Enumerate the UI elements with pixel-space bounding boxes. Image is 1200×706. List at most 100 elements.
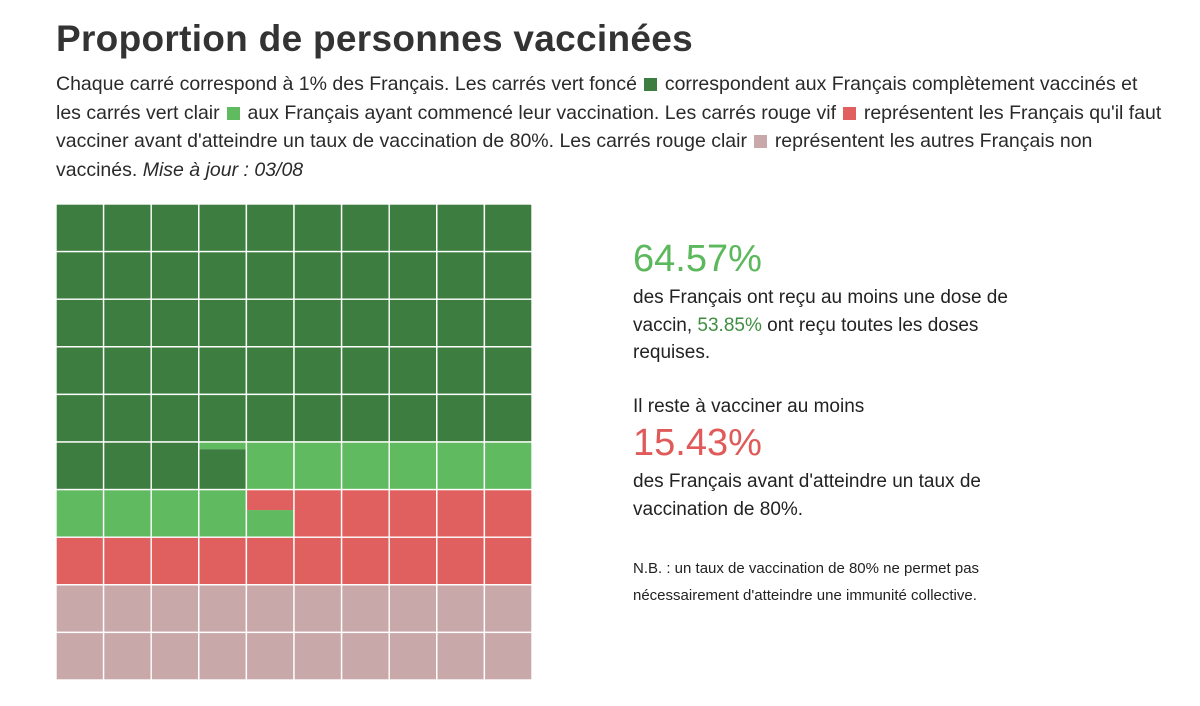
- waffle-cell: [340, 488, 390, 538]
- chart-description: Chaque carré correspond à 1% des Françai…: [56, 70, 1166, 184]
- other-unvaccinated-fill: [151, 632, 199, 680]
- waffle-cell: [150, 488, 200, 538]
- waffle-cell: [56, 631, 105, 680]
- other-unvaccinated-fill: [436, 632, 485, 680]
- waffle-cell: [150, 536, 200, 586]
- light-green-swatch: [227, 106, 241, 120]
- fully-vaccinated-fill: [246, 204, 294, 252]
- waffle-cell: [388, 204, 438, 253]
- waffle-chart: [56, 204, 532, 680]
- page-title: Proportion de personnes vaccinées: [56, 18, 694, 59]
- waffle-cell: [150, 204, 200, 253]
- to-vaccinate-fill: [246, 537, 294, 585]
- fully-vaccinated-fill: [198, 449, 247, 490]
- partially-vaccinated-fill: [246, 442, 294, 490]
- fully-vaccinated-fill: [294, 204, 342, 252]
- waffle-cell: [483, 250, 532, 300]
- to-vaccinate-fill: [484, 489, 532, 538]
- other-unvaccinated-fill: [484, 584, 532, 633]
- fully-vaccinated-fill: [341, 204, 390, 252]
- other-unvaccinated-fill: [246, 584, 294, 633]
- bright-red-swatch: [843, 106, 857, 120]
- to-vaccinate-fill: [341, 489, 390, 538]
- partially-vaccinated-fill: [103, 489, 152, 538]
- waffle-cell: [436, 204, 486, 253]
- fully-vaccinated-fill: [341, 394, 390, 442]
- fully-vaccinated-fill: [436, 204, 485, 252]
- partially-vaccinated-fill: [198, 442, 247, 450]
- waffle-cell: [483, 584, 532, 634]
- waffle-cell: [56, 204, 105, 253]
- waffle-cell: [198, 441, 248, 491]
- waffle-cell: [436, 250, 486, 300]
- waffle-cell: [102, 536, 152, 586]
- waffle-cell: [293, 488, 343, 538]
- waffle-cell: [198, 536, 248, 586]
- other-unvaccinated-fill: [294, 584, 342, 633]
- waffle-cell: [245, 584, 295, 634]
- fully-vaccinated-fill: [151, 346, 199, 395]
- waffle-cell: [436, 393, 486, 443]
- fully-vaccinated-fill: [436, 346, 485, 395]
- fully-vaccinated-fill: [484, 299, 532, 347]
- waffle-cell: [388, 536, 438, 586]
- other-unvaccinated-fill: [436, 584, 485, 633]
- to-vaccinate-fill: [341, 537, 390, 585]
- waffle-cell: [245, 536, 295, 586]
- fully-vaccinated-fill: [436, 251, 485, 300]
- waffle-cell: [56, 250, 105, 300]
- partially-vaccinated-fill: [341, 442, 390, 490]
- other-unvaccinated-fill: [56, 584, 104, 633]
- remaining-percentage: 15.43%: [633, 422, 762, 464]
- dark-green-swatch: [644, 78, 658, 91]
- fully-vaccinated-fill: [103, 251, 152, 300]
- to-vaccinate-fill: [436, 537, 485, 585]
- fully-vaccinated-fill: [103, 204, 152, 252]
- other-unvaccinated-fill: [103, 584, 152, 633]
- fully-vaccinated-fill: [103, 394, 152, 442]
- waffle-cell: [198, 393, 248, 443]
- waffle-cell: [150, 631, 200, 680]
- waffle-cell: [293, 584, 343, 634]
- fully-vaccinated-fill: [246, 299, 294, 347]
- fully-vaccinated-fill: [389, 394, 437, 442]
- waffle-cell: [340, 536, 390, 586]
- waffle-cell: [436, 441, 486, 491]
- fully-vaccinated-fill: [246, 346, 294, 395]
- waffle-cell: [436, 536, 486, 586]
- other-unvaccinated-fill: [484, 632, 532, 680]
- fully-vaccinated-fill: [198, 251, 247, 300]
- waffle-cell: [102, 298, 152, 348]
- fully-vaccinated-fill: [389, 346, 437, 395]
- other-unvaccinated-fill: [294, 632, 342, 680]
- waffle-cell: [102, 204, 152, 253]
- partially-vaccinated-fill: [294, 442, 342, 490]
- fully-vaccinated-fill: [56, 299, 104, 347]
- fully-vaccinated-fill: [151, 394, 199, 442]
- waffle-cell: [436, 298, 486, 348]
- to-vaccinate-fill: [246, 489, 294, 511]
- waffle-cell: [245, 250, 295, 300]
- fully-vaccinated-fill: [198, 204, 247, 252]
- partially-vaccinated-fill: [484, 442, 532, 490]
- fully-vaccinated-fill: [389, 299, 437, 347]
- waffle-cell: [293, 536, 343, 586]
- waffle-cell: [483, 441, 532, 491]
- waffle-cell: [198, 488, 248, 538]
- waffle-cell: [56, 536, 105, 586]
- waffle-cell: [340, 393, 390, 443]
- to-vaccinate-fill: [389, 489, 437, 538]
- waffle-cell: [293, 393, 343, 443]
- waffle-cell: [150, 298, 200, 348]
- other-unvaccinated-fill: [151, 584, 199, 633]
- other-unvaccinated-fill: [389, 584, 437, 633]
- waffle-cell: [198, 250, 248, 300]
- waffle-cell: [340, 631, 390, 680]
- waffle-cell: [293, 298, 343, 348]
- waffle-cell: [198, 584, 248, 634]
- fully-vaccinated-fill: [341, 251, 390, 300]
- fully-vaccinated-fill: [246, 394, 294, 442]
- fully-vaccinated-percentage: 53.85%: [697, 314, 762, 336]
- fully-vaccinated-fill: [198, 299, 247, 347]
- fully-vaccinated-fill: [246, 251, 294, 300]
